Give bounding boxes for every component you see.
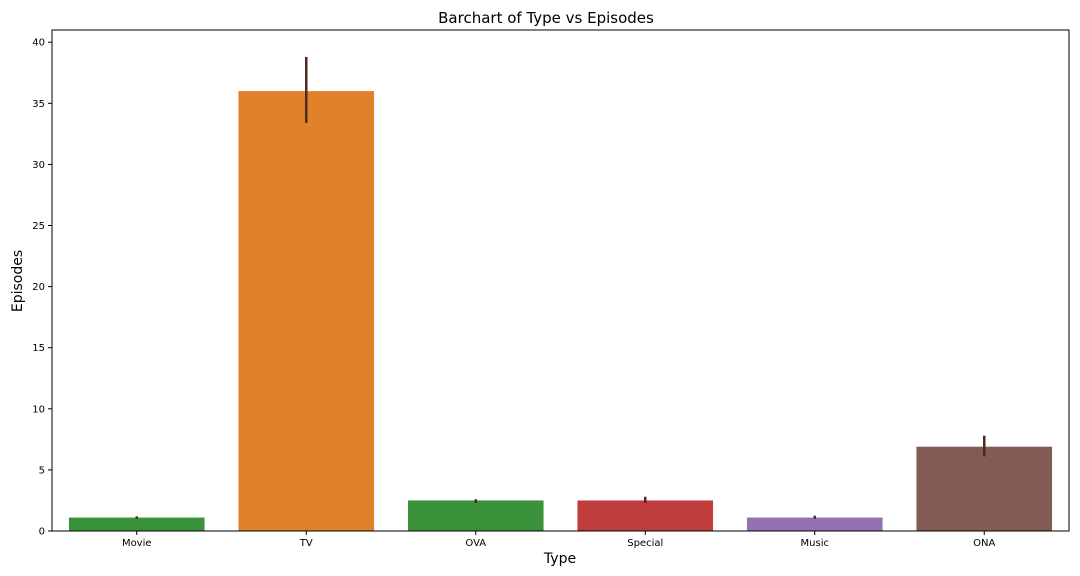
y-tick-label: 30: [32, 160, 45, 171]
bar-music: [746, 517, 883, 531]
plot-frame: [51, 29, 1070, 532]
y-tick-label: 20: [32, 282, 45, 293]
y-axis-title: Episodes: [10, 250, 26, 312]
bar-special: [577, 500, 714, 531]
bar-ova: [407, 500, 544, 531]
bar-ona: [916, 446, 1053, 531]
plot-area: 0 5 10 15 20 25 30 35 40 Movie TV OVA Special Music ON…: [32, 38, 1053, 549]
bar-tv: [238, 91, 375, 531]
x-tick-label-movie: Movie: [122, 538, 152, 549]
x-tick-label-music: Music: [801, 538, 829, 549]
y-tick-label: 5: [39, 465, 45, 476]
bar-movie: [68, 517, 205, 531]
y-tick-label: 25: [32, 221, 45, 232]
y-tick-label: 35: [32, 99, 45, 110]
x-tick-label-special: Special: [627, 538, 663, 549]
y-tick-label: 10: [32, 404, 45, 415]
chart-title: Barchart of Type vs Episodes: [438, 9, 654, 27]
x-tick-label-ova: OVA: [465, 538, 486, 549]
y-tick-label: 40: [32, 38, 45, 49]
y-tick-label: 15: [32, 343, 45, 354]
x-tick-label-ona: ONA: [973, 538, 995, 549]
x-tick-label-tv: TV: [299, 538, 313, 549]
y-tick-label: 0: [39, 527, 45, 538]
x-axis-title: Type: [543, 551, 576, 567]
